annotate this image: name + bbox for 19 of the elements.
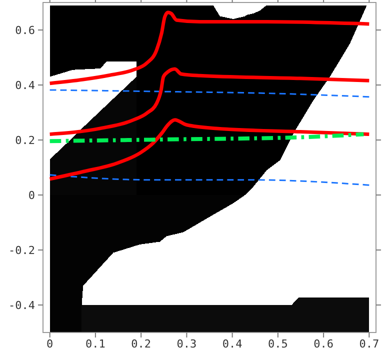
x-tick-label: 0.1: [86, 338, 106, 350]
x-tick-label: 0.7: [359, 338, 380, 350]
x-tick-label: 0: [46, 338, 54, 350]
line-series: [48, 132, 366, 144]
line-series: [48, 118, 371, 181]
y-tick-label: -0.4: [8, 299, 36, 312]
x-tick-label: 0.4: [222, 338, 243, 350]
line-series: [48, 67, 371, 136]
line-series: [49, 89, 370, 98]
x-tick-label: 0.3: [176, 338, 197, 350]
y-tick-label: 0.4: [15, 79, 36, 92]
x-tick-label: 0.5: [268, 338, 288, 350]
y-tick-label: 0.6: [15, 24, 35, 37]
line-series: [48, 10, 371, 86]
y-tick-label: 0: [28, 189, 35, 202]
x-tick-label: 0.2: [131, 338, 152, 350]
y-tick-label: 0.2: [15, 134, 35, 147]
y-tick-label: -0.2: [8, 244, 35, 257]
x-tick-label: 0.6: [314, 338, 334, 350]
